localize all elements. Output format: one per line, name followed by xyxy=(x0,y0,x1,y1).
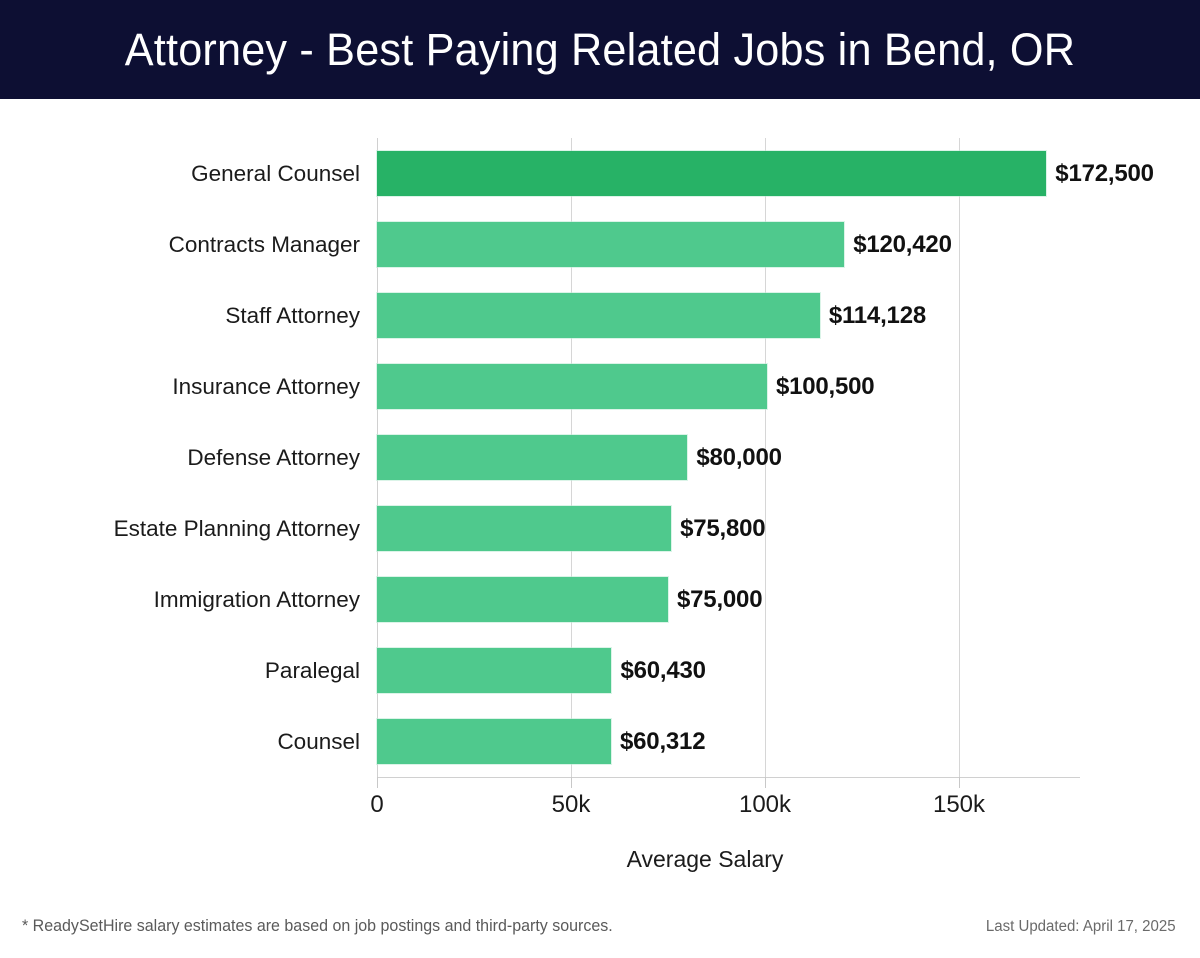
chart-footer: * ReadySetHire salary estimates are base… xyxy=(0,905,1200,958)
bar-value-label: $114,128 xyxy=(828,301,926,329)
bar-value-label: $75,800 xyxy=(680,514,766,542)
bar[interactable] xyxy=(376,363,768,410)
bar-category-label: Estate Planning Attorney xyxy=(113,515,360,541)
x-axis-tick-mark xyxy=(959,777,960,788)
x-axis-tick-label: 150k xyxy=(932,791,986,818)
x-axis-tick-mark xyxy=(377,777,378,788)
bar[interactable] xyxy=(375,505,673,552)
gridline xyxy=(959,138,960,777)
chart-header: Attorney - Best Paying Related Jobs in B… xyxy=(0,0,1200,99)
gridline xyxy=(765,138,766,777)
x-axis-title-text: Average Salary xyxy=(626,846,784,872)
x-axis-tick-label: 0 xyxy=(370,791,384,818)
bar-value-label: $100,500 xyxy=(775,372,875,400)
x-axis-line xyxy=(377,777,1080,778)
bar-row[interactable]: Counsel $60,312 xyxy=(0,706,1200,777)
footer-disclaimer: * ReadySetHire salary estimates are base… xyxy=(22,917,613,935)
bar[interactable] xyxy=(375,434,689,481)
bar-category-label: Immigration Attorney xyxy=(153,586,360,612)
bar-row[interactable]: Defense Attorney $80,000 xyxy=(0,422,1200,493)
bar-value-label: $75,000 xyxy=(677,585,763,613)
bar-row[interactable]: Paralegal $60,430 xyxy=(0,635,1200,706)
footer-last-updated: Last Updated: April 17, 2025 xyxy=(986,918,1176,935)
bar-category-label: Staff Attorney xyxy=(225,302,360,328)
bar-chart: General Counsel $172,500 Contracts Manager… xyxy=(0,99,1200,899)
bar[interactable] xyxy=(376,292,821,339)
bar-row[interactable]: Insurance Attorney $100,500 xyxy=(0,351,1200,422)
bar-category-label: Insurance Attorney xyxy=(172,373,360,399)
bar[interactable] xyxy=(376,718,612,765)
x-axis-tick-mark xyxy=(571,777,572,788)
bar[interactable] xyxy=(375,150,1048,197)
page-title: Attorney - Best Paying Related Jobs in B… xyxy=(124,24,1076,75)
bar-row[interactable]: Immigration Attorney $75,000 xyxy=(0,564,1200,635)
x-axis-tick-label: 50k xyxy=(551,791,591,818)
x-axis-tick-label: 100k xyxy=(738,791,792,818)
bar-value-label: $80,000 xyxy=(696,443,782,471)
bar-category-label: Paralegal xyxy=(264,657,360,683)
bar-value-label: $60,430 xyxy=(620,656,706,684)
bar-rows: General Counsel $172,500 Contracts Manager… xyxy=(0,138,1200,777)
bar-value-label: $60,312 xyxy=(620,727,706,755)
bar[interactable] xyxy=(375,221,846,268)
bar-category-label: General Counsel xyxy=(191,160,360,186)
bar[interactable] xyxy=(375,647,613,694)
bar-row[interactable]: Staff Attorney $114,128 xyxy=(0,280,1200,351)
bar[interactable] xyxy=(376,576,669,623)
bar-value-label: $172,500 xyxy=(1055,159,1154,187)
bar-category-label: Defense Attorney xyxy=(187,444,360,470)
bar-row[interactable]: General Counsel $172,500 xyxy=(0,138,1200,209)
bar-category-label: Counsel xyxy=(277,728,360,754)
x-axis-tick-mark xyxy=(765,777,766,788)
bar-row[interactable]: Contracts Manager $120,420 xyxy=(0,209,1200,280)
x-axis-title: Average Salary xyxy=(0,846,1200,873)
bar-category-label: Contracts Manager xyxy=(168,231,360,257)
bar-row[interactable]: Estate Planning Attorney $75,800 xyxy=(0,493,1200,564)
bar-value-label: $120,420 xyxy=(853,230,952,258)
